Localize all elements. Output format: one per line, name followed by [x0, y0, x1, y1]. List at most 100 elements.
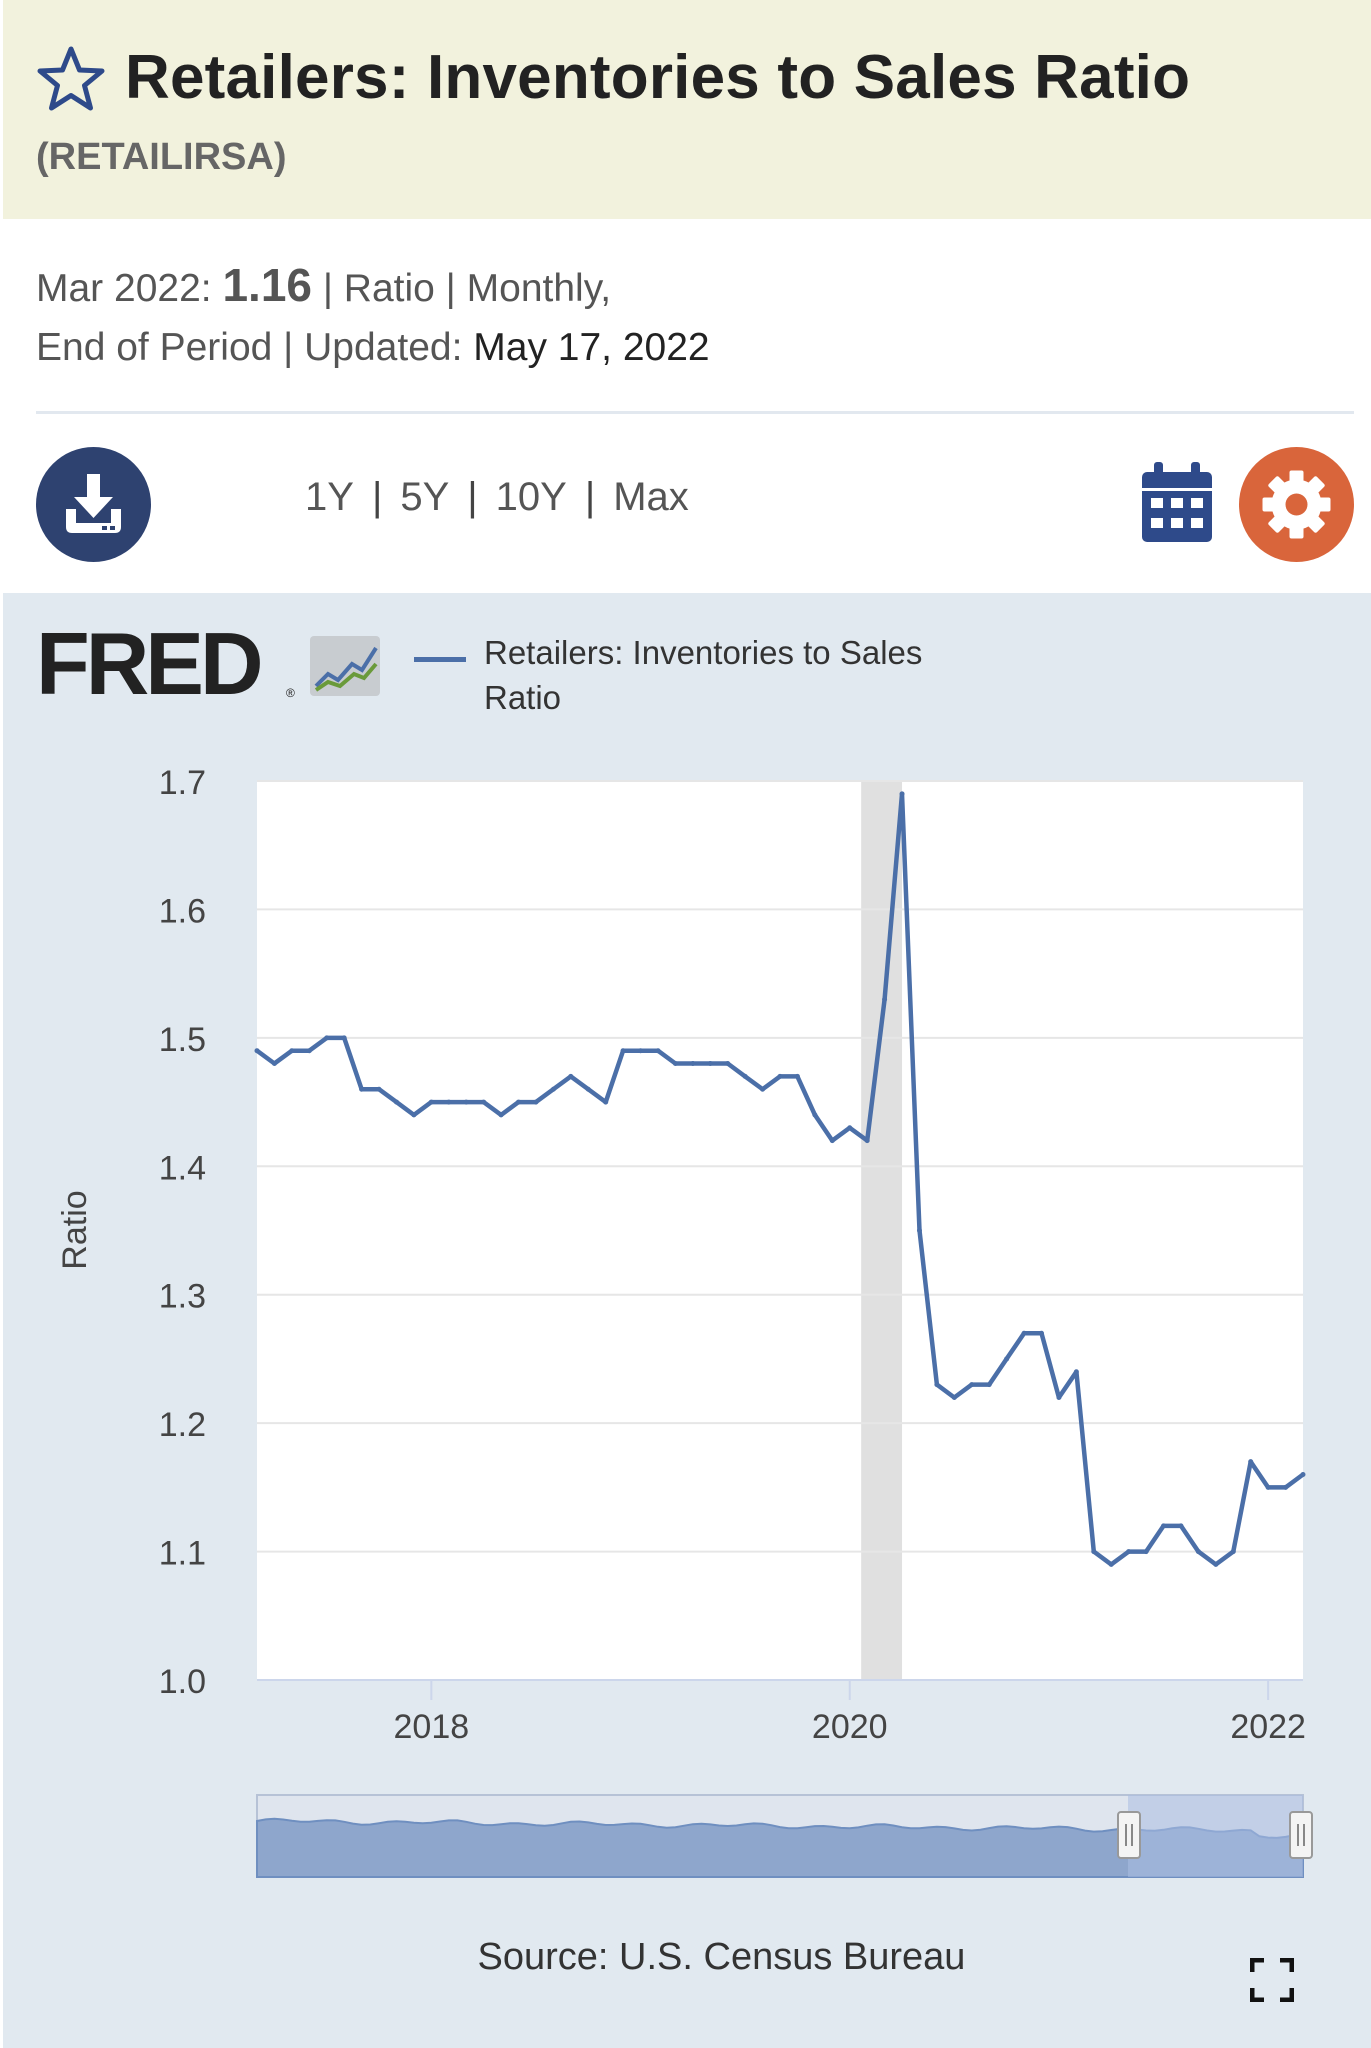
data-point [1283, 1484, 1289, 1490]
navigator-selection [1128, 1795, 1303, 1877]
data-point [1004, 1356, 1010, 1362]
settings-button[interactable] [1239, 447, 1354, 562]
data-point [899, 791, 905, 797]
data-point [306, 1048, 312, 1054]
gear-icon [1262, 470, 1331, 539]
data-point [533, 1099, 539, 1105]
range-5y[interactable]: 5Y [400, 475, 450, 519]
y-tick-label: 1.3 [159, 1278, 206, 1316]
data-point [916, 1228, 922, 1233]
range-separator: | [371, 475, 383, 519]
range-max[interactable]: Max [613, 475, 689, 519]
y-tick-label: 1.2 [159, 1406, 206, 1444]
data-point [1073, 1369, 1079, 1375]
data-point [638, 1048, 644, 1054]
updated-date: May 17, 2022 [473, 326, 710, 369]
y-tick-label: 1.5 [159, 1021, 206, 1059]
y-tick-label: 1.1 [159, 1535, 206, 1573]
data-point [760, 1086, 766, 1092]
latest-observation: Mar 2022: 1.16 | Ratio | Monthly, [36, 258, 611, 312]
x-tick-label: 2020 [812, 1708, 888, 1746]
data-point [1039, 1330, 1044, 1336]
series-id: (RETAILIRSA) [36, 136, 287, 178]
data-point [1230, 1549, 1236, 1555]
source-note: Source: U.S. Census Bureau [477, 1936, 966, 1978]
data-point [359, 1086, 365, 1092]
recession-band [861, 781, 903, 1680]
data-point [289, 1048, 295, 1054]
data-point [986, 1382, 992, 1388]
data-point [585, 1086, 591, 1092]
plot-background [257, 781, 1303, 1680]
data-point [271, 1061, 277, 1067]
data-point [1021, 1330, 1027, 1336]
data-point [498, 1112, 504, 1118]
data-point [1108, 1561, 1114, 1567]
data-point [864, 1138, 870, 1144]
data-point [829, 1138, 835, 1144]
data-point [812, 1112, 818, 1118]
data-point [951, 1394, 957, 1400]
fred-logo-text: FRED [36, 624, 260, 704]
data-point [707, 1061, 713, 1067]
observation-units: | Ratio | Monthly, [322, 267, 612, 310]
data-point [254, 1048, 260, 1054]
observation-date: Mar 2022: [36, 267, 212, 310]
data-point [324, 1035, 330, 1041]
data-point [969, 1382, 975, 1388]
data-point [620, 1048, 626, 1054]
navigator-handle-right[interactable] [1289, 1811, 1313, 1859]
data-point [1195, 1549, 1201, 1555]
y-tick-label: 1.4 [159, 1149, 206, 1187]
data-point [690, 1061, 696, 1067]
data-point [481, 1099, 487, 1105]
calendar-icon[interactable] [1140, 460, 1214, 544]
data-point [568, 1073, 574, 1079]
x-tick-label: 2018 [394, 1708, 470, 1746]
fred-logo-mark: ® [286, 686, 295, 700]
data-point [1213, 1561, 1219, 1567]
data-point [341, 1035, 347, 1041]
series-header [3, 0, 1371, 219]
data-point [777, 1073, 783, 1079]
data-point [1143, 1549, 1149, 1555]
data-point [1161, 1523, 1167, 1529]
data-point [1248, 1459, 1254, 1465]
y-tick-label: 1.6 [159, 892, 206, 930]
range-separator: | [467, 475, 478, 519]
download-icon [66, 474, 121, 533]
fullscreen-icon[interactable] [1250, 1958, 1294, 2002]
data-point [655, 1048, 661, 1054]
y-tick-label: 1.7 [159, 764, 206, 802]
page-title: Retailers: Inventories to Sales Ratio [125, 43, 1191, 112]
data-point [1126, 1549, 1132, 1555]
legend-swatch [414, 657, 466, 662]
data-point [794, 1073, 800, 1079]
observation-value: 1.16 [222, 259, 312, 311]
divider [36, 411, 1354, 414]
data-point [1178, 1523, 1184, 1529]
data-point [603, 1099, 609, 1105]
star-icon[interactable] [36, 44, 106, 114]
data-point [934, 1382, 940, 1388]
download-button[interactable] [36, 447, 151, 562]
range-1y[interactable]: 1Y [305, 475, 354, 519]
data-point [1056, 1394, 1062, 1400]
data-point [882, 996, 888, 1002]
navigator-handle-left[interactable] [1117, 1811, 1141, 1859]
data-point [1265, 1484, 1271, 1490]
data-point [1300, 1472, 1306, 1478]
update-info: End of Period | Updated: May 17, 2022 [36, 326, 710, 370]
data-point [428, 1099, 434, 1105]
data-point [1091, 1549, 1097, 1555]
y-axis-title: Ratio [56, 1190, 94, 1269]
x-tick-label: 2022 [1230, 1708, 1306, 1746]
date-range-selector: 1Y | 5Y | 10Y | Max [305, 475, 689, 520]
data-point [847, 1125, 853, 1131]
data-point [742, 1073, 748, 1079]
range-10y[interactable]: 10Y [495, 475, 567, 519]
legend-label: Retailers: Inventories to Sales Ratio [484, 634, 923, 716]
period-label: End of Period | Updated: [36, 326, 463, 369]
